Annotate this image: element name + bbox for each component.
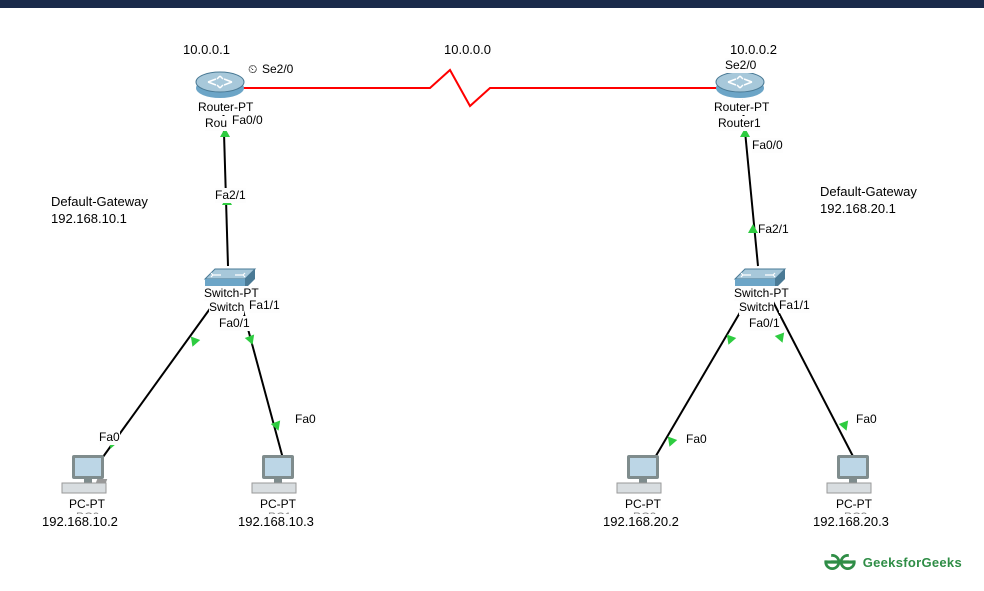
switch0-name2: Switch	[209, 300, 244, 315]
r1-fa00: Fa0/0	[752, 138, 783, 153]
sw1-fa21: Fa2/1	[758, 222, 789, 237]
router0-ip: 10.0.0.1	[183, 42, 230, 58]
pc3-fa0: Fa0	[856, 412, 877, 427]
link-up-arrow	[775, 333, 787, 345]
pc2-fa0: Fa0	[686, 432, 707, 447]
sw0-fa01: Fa0/1	[219, 316, 250, 331]
link-up-arrow	[665, 437, 677, 449]
link-up-arrow	[748, 224, 758, 233]
pc3-ip: 192.168.20.3	[813, 514, 889, 530]
pc1-ip: 192.168.10.3	[238, 514, 314, 530]
link-up-arrow	[245, 335, 257, 347]
clock-icon: ⏲	[248, 62, 257, 77]
link-up-arrow	[839, 421, 851, 433]
link-up-arrow	[724, 335, 736, 347]
router1-ip: 10.0.0.2	[730, 42, 777, 58]
link-up-arrow	[188, 337, 200, 349]
link-up-arrow	[271, 421, 283, 433]
pc0-ip: 192.168.10.2	[42, 514, 118, 530]
serial-link	[240, 70, 720, 106]
pc2-icon[interactable]	[617, 455, 661, 493]
r1-se20: Se2/0	[725, 58, 756, 73]
gateway-right-ip: 192.168.20.1	[820, 201, 896, 217]
r0-fa00: Fa0/0	[232, 113, 263, 128]
router0-name2: Rou	[205, 116, 227, 131]
gateway-left-title: Default-Gateway	[51, 194, 148, 210]
gfg-logo-icon	[823, 551, 857, 573]
pc2-ip: 192.168.20.2	[603, 514, 679, 530]
router0-icon[interactable]	[196, 72, 244, 98]
router1-name1: Router-PT	[714, 100, 769, 115]
link-sw1-pc3	[768, 292, 858, 466]
sw0-fa21: Fa2/1	[215, 188, 246, 203]
pc3-icon[interactable]	[827, 455, 871, 493]
switch1-name2: Switch	[739, 300, 774, 315]
sw0-fa11: Fa1/1	[249, 298, 280, 313]
pc0-icon[interactable]	[62, 455, 107, 493]
watermark-text: GeeksforGeeks	[863, 555, 962, 570]
router1-name2: Router1	[718, 116, 761, 131]
pc1-fa0: Fa0	[295, 412, 316, 427]
router1-icon[interactable]	[716, 72, 764, 98]
sw1-fa01: Fa0/1	[749, 316, 780, 331]
pc1-icon[interactable]	[252, 455, 296, 493]
gateway-right-title: Default-Gateway	[820, 184, 917, 200]
pc0-fa0: Fa0	[99, 430, 120, 445]
serial-network: 10.0.0.0	[444, 42, 491, 58]
window-titlebar	[0, 0, 984, 8]
sw1-fa11: Fa1/1	[779, 298, 810, 313]
r0-se20: Se2/0	[262, 62, 293, 77]
gateway-left-ip: 192.168.10.1	[51, 211, 127, 227]
watermark: GeeksforGeeks	[823, 551, 962, 573]
